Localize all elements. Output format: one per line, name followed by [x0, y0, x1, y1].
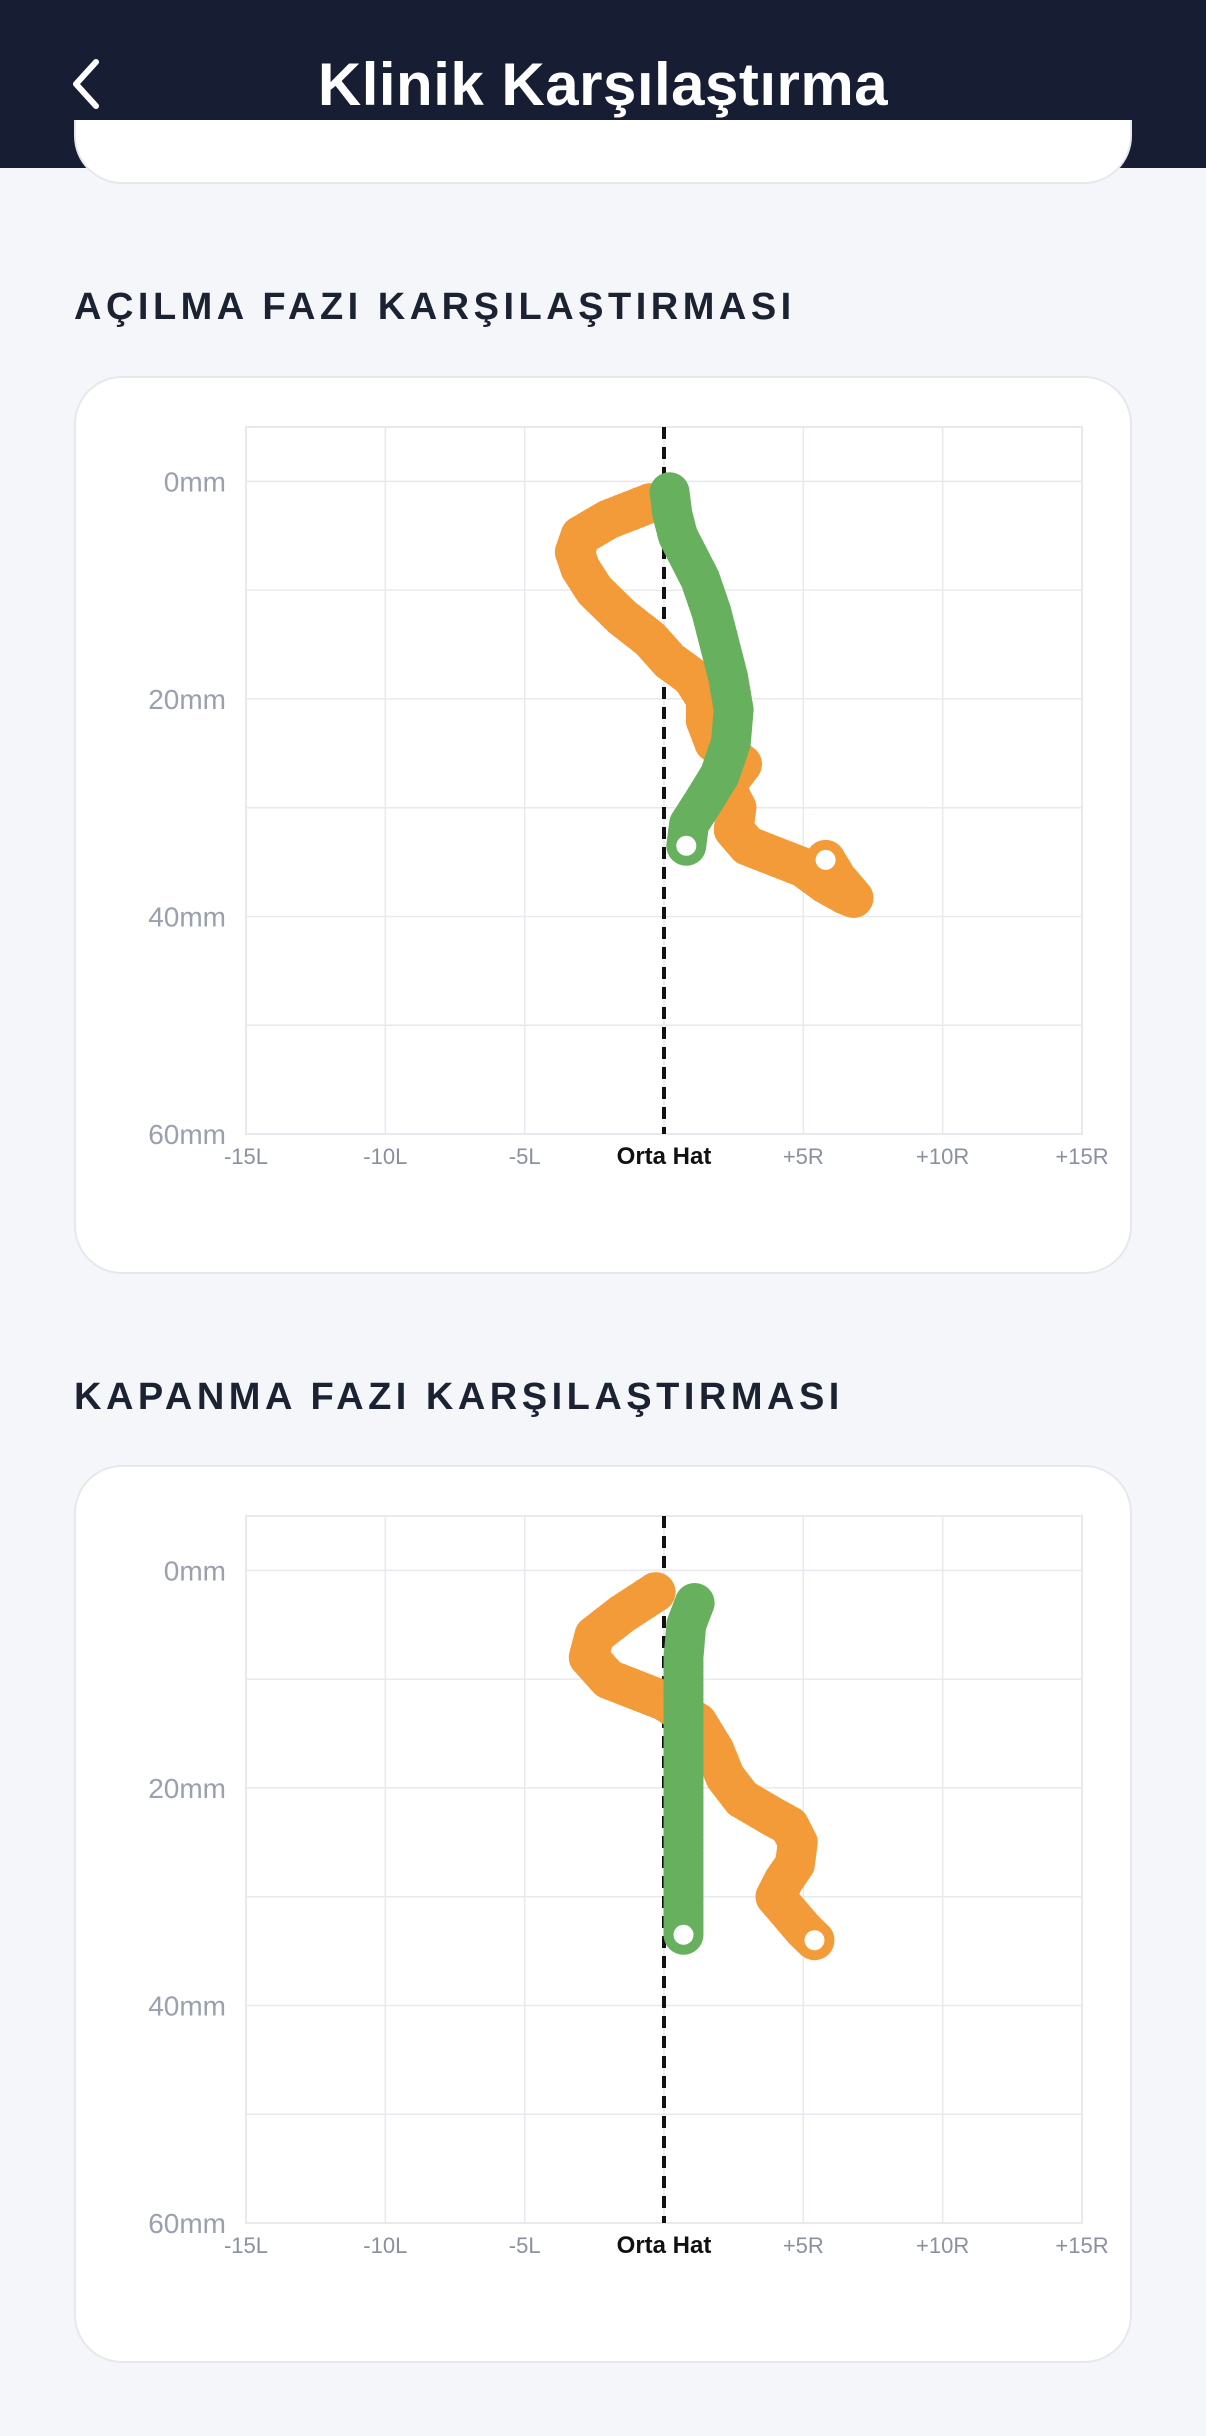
chart-card-closing: 0mm 20mm 40mm 60mm -15L -10L -5L Orta Hat +5R +10… [74, 1465, 1132, 2363]
y-tick-label: 20mm [148, 684, 226, 715]
y-tick-label: 60mm [148, 1119, 226, 1150]
y-tick-label: 60mm [148, 2208, 226, 2239]
closing-phase-chart: 0mm 20mm 40mm 60mm-15L -10L -5L Orta Hat +5R +10… [148, 1515, 1109, 2259]
section-title-opening: AÇILMA FAZI KARŞILAŞTIRMASI [74, 286, 796, 328]
x-tick-label: +10R [916, 2233, 969, 2258]
chart-card-opening: 0mm 20mm 40mm 60mm -15L -10L -5L Orta Hat +5R +10… [74, 376, 1132, 1274]
x-tick-label: +5R [783, 1144, 824, 1169]
chevron-left-icon [73, 59, 99, 109]
opening-phase-chart: 0mm 20mm 40mm 60mm-15L -10L -5L Orta Hat +5R +10… [148, 426, 1109, 1170]
x-tick-label: +10R [916, 1144, 969, 1169]
x-tick-label: -15L [224, 2233, 268, 2258]
x-tick-label: -10L [363, 1144, 407, 1169]
x-tick-label: Orta Hat [617, 2232, 712, 2259]
y-tick-label: 20mm [148, 1773, 226, 1804]
section-title-closing: KAPANMA FAZI KARŞILAŞTIRMASI [74, 1376, 844, 1418]
end-marker [815, 849, 836, 870]
y-tick-label: 40mm [148, 1990, 226, 2021]
y-tick-label: 0mm [164, 1555, 226, 1586]
x-tick-label: -5L [509, 2233, 541, 2258]
y-tick-label: 40mm [148, 901, 226, 932]
end-marker [804, 1930, 825, 1951]
x-tick-label: -10L [363, 2233, 407, 2258]
previous-card [74, 120, 1132, 184]
series-1 [663, 1583, 715, 1955]
x-tick-label: -5L [509, 1144, 541, 1169]
end-marker [673, 1924, 694, 1945]
x-tick-label: +5R [783, 2233, 824, 2258]
x-tick-label: +15R [1055, 1144, 1108, 1169]
series-1 [649, 472, 754, 866]
x-tick-label: -15L [224, 1144, 268, 1169]
y-tick-label: 0mm [164, 466, 226, 497]
x-tick-label: +15R [1055, 2233, 1108, 2258]
end-marker [676, 835, 697, 856]
x-tick-label: Orta Hat [617, 1143, 712, 1170]
back-button[interactable] [58, 50, 114, 118]
